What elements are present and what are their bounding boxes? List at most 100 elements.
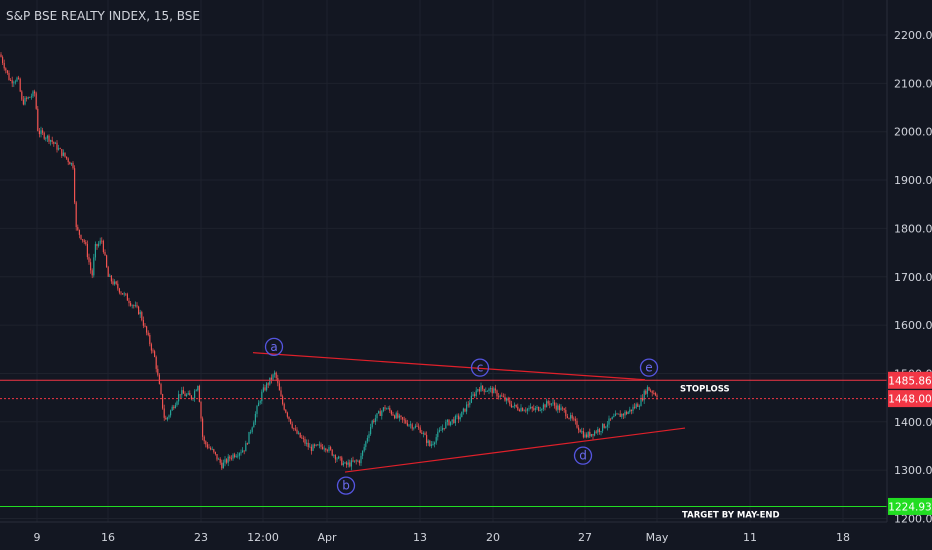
candle-body bbox=[510, 404, 512, 408]
candle-body bbox=[494, 388, 496, 391]
candle-body bbox=[448, 419, 450, 426]
candle-body bbox=[542, 404, 544, 410]
candle-body bbox=[128, 300, 130, 304]
candle-body bbox=[456, 415, 458, 417]
candle-body bbox=[518, 409, 520, 412]
candle-body bbox=[235, 456, 237, 457]
candle-body bbox=[499, 395, 501, 397]
candle-body bbox=[0, 54, 2, 58]
candle-body bbox=[403, 419, 405, 421]
candle-body bbox=[117, 283, 119, 289]
candle-body bbox=[568, 417, 570, 419]
candle-body bbox=[470, 395, 472, 403]
candle-body bbox=[600, 431, 602, 432]
candle-body bbox=[488, 388, 490, 391]
candle-body bbox=[565, 409, 567, 417]
candle-body bbox=[440, 429, 442, 431]
candle-body bbox=[214, 451, 216, 455]
wave-label-text: a bbox=[270, 340, 277, 354]
candle-body bbox=[80, 234, 82, 240]
wave-label-text: e bbox=[645, 361, 652, 375]
candle-body bbox=[203, 436, 205, 442]
candle-body bbox=[43, 132, 45, 139]
candle-body bbox=[48, 135, 50, 142]
trendline[interactable] bbox=[252, 352, 646, 381]
candle-body bbox=[416, 425, 418, 427]
price-badge bbox=[888, 390, 932, 408]
candle-body bbox=[638, 406, 640, 407]
candle-body bbox=[485, 391, 487, 392]
candle-body bbox=[397, 413, 399, 418]
price-tick-label: 1200.00 bbox=[894, 513, 932, 526]
candle-body bbox=[302, 438, 304, 440]
candle-body bbox=[514, 404, 516, 406]
candle-body bbox=[634, 406, 636, 408]
candle-body bbox=[285, 409, 287, 413]
candle-body bbox=[533, 408, 535, 410]
candle-body bbox=[434, 442, 436, 445]
candle-body bbox=[544, 404, 546, 408]
candle-body bbox=[450, 421, 452, 426]
candle-body bbox=[189, 393, 191, 396]
candle-body bbox=[85, 242, 87, 245]
candle-body bbox=[522, 407, 524, 411]
candle-body bbox=[309, 446, 311, 448]
candle-body bbox=[515, 404, 517, 407]
candle-body bbox=[125, 293, 127, 295]
price-badge bbox=[888, 497, 932, 515]
candle-body bbox=[107, 267, 109, 277]
candle-body bbox=[110, 275, 112, 282]
candle-body bbox=[650, 390, 652, 392]
candle-body bbox=[205, 441, 207, 445]
candle-body bbox=[288, 416, 290, 420]
candle-body bbox=[251, 427, 253, 432]
candle-body bbox=[93, 257, 95, 276]
candle-body bbox=[635, 404, 637, 408]
candle-body bbox=[61, 149, 63, 156]
candle-body bbox=[197, 386, 199, 391]
candle-body bbox=[238, 453, 240, 456]
candle-body bbox=[451, 419, 453, 422]
candle-body bbox=[112, 281, 114, 285]
candle-body bbox=[517, 406, 519, 410]
candle-body bbox=[242, 450, 244, 453]
candle-body bbox=[275, 372, 277, 379]
candle-body bbox=[619, 413, 621, 417]
candle-body bbox=[152, 350, 154, 352]
candle-body bbox=[224, 459, 226, 463]
candle-body bbox=[267, 383, 269, 385]
candle-body bbox=[320, 444, 322, 447]
time-axis[interactable]: 9 16 23 12:00 Apr 13 20 27 May 11 18 bbox=[34, 531, 851, 544]
candle-body bbox=[507, 398, 509, 401]
candle-body bbox=[66, 156, 68, 159]
candle-body bbox=[64, 152, 66, 157]
candle-body bbox=[362, 450, 364, 456]
candle-body bbox=[147, 332, 149, 335]
candle-body bbox=[54, 142, 56, 144]
candle-body bbox=[466, 404, 468, 412]
candle-body bbox=[88, 257, 90, 263]
candle-body bbox=[118, 288, 120, 293]
candle-body bbox=[96, 244, 98, 247]
candle-body bbox=[582, 431, 584, 438]
candle-body bbox=[298, 432, 300, 434]
candle-body bbox=[269, 377, 271, 385]
candle-body bbox=[418, 426, 420, 428]
candle-body bbox=[160, 384, 162, 395]
candle-body bbox=[294, 428, 296, 430]
candle-body bbox=[200, 401, 202, 419]
candle-body bbox=[187, 393, 189, 395]
trendline[interactable] bbox=[344, 427, 686, 473]
candle-body bbox=[157, 368, 159, 375]
candle-body bbox=[389, 408, 391, 411]
candle-body bbox=[614, 413, 616, 417]
candle-body bbox=[526, 408, 528, 411]
candle-body bbox=[334, 455, 336, 460]
candle-body bbox=[272, 374, 274, 380]
candle-body bbox=[642, 397, 644, 401]
grid-lines bbox=[0, 0, 887, 522]
candle-body bbox=[339, 456, 341, 458]
candle-body bbox=[3, 62, 5, 69]
candle-body bbox=[562, 407, 564, 409]
